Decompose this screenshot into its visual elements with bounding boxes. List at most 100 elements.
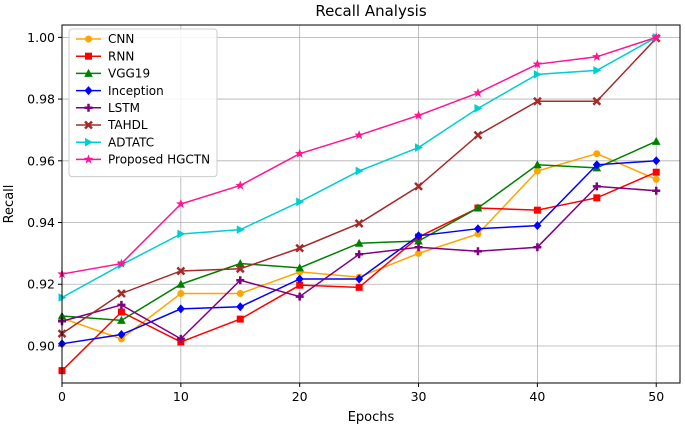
x-tick-label: 20 — [292, 389, 308, 404]
data-point-cnn — [652, 175, 660, 183]
data-point-inception — [176, 304, 185, 314]
legend-label-lstm: LSTM — [108, 101, 140, 115]
data-point-tahdl — [533, 96, 542, 106]
data-point-proposed-hgctn — [354, 130, 364, 140]
data-point-adtatc — [296, 197, 305, 207]
legend-label-vgg19: VGG19 — [108, 67, 150, 81]
data-point-rnn — [533, 206, 541, 214]
data-point-vgg19 — [473, 203, 483, 212]
legend-marker-adtatc — [85, 137, 93, 147]
data-point-cnn — [474, 230, 482, 238]
data-point-lstm — [176, 334, 185, 343]
x-tick-label: 40 — [529, 389, 545, 404]
data-point-adtatc — [355, 166, 364, 176]
series-line-rnn — [61, 171, 657, 372]
data-point-lstm — [652, 186, 661, 195]
data-point-proposed-hgctn — [651, 32, 661, 42]
legend-marker-proposed-hgctn — [83, 154, 94, 164]
data-point-inception — [473, 224, 482, 234]
data-point-adtatc — [415, 143, 424, 152]
data-point-inception — [592, 160, 601, 170]
data-point-proposed-hgctn — [235, 180, 246, 190]
legend-entry-proposed-hgctn: Proposed HGCTN — [76, 153, 210, 167]
data-point-cnn — [236, 290, 244, 297]
data-point-tahdl — [414, 182, 423, 191]
legend-entry-adtatc: ADTATC — [76, 135, 154, 149]
chart-title: Recall Analysis — [315, 2, 427, 20]
data-point-tahdl — [117, 289, 126, 298]
data-point-lstm — [236, 276, 245, 285]
legend-marker-inception — [84, 86, 93, 96]
legend-entry-inception: Inception — [76, 84, 164, 98]
data-point-vgg19 — [117, 315, 126, 324]
legend-entry-vgg19: VGG19 — [76, 67, 150, 81]
data-point-proposed-hgctn — [413, 110, 424, 120]
y-tick-label: 0.94 — [27, 215, 55, 230]
legend-label-adtatc: ADTATC — [108, 135, 154, 149]
data-point-rnn — [652, 168, 660, 176]
data-point-adtatc — [177, 229, 186, 239]
legend-box — [68, 28, 218, 178]
data-point-adtatc — [236, 225, 245, 234]
series-rnn — [58, 168, 660, 375]
data-point-lstm — [295, 292, 304, 301]
data-point-inception — [652, 156, 661, 166]
data-point-lstm — [473, 247, 482, 256]
x-tick-label: 10 — [173, 389, 189, 404]
data-point-adtatc — [533, 70, 542, 79]
data-point-cnn — [177, 290, 185, 297]
data-point-adtatc — [593, 66, 602, 75]
data-point-vgg19 — [295, 263, 304, 272]
legend-entry-rnn: RNN — [76, 49, 134, 63]
data-point-lstm — [592, 182, 601, 191]
legend-label-proposed-hgctn: Proposed HGCTN — [108, 153, 210, 167]
x-axis-label: Epochs — [348, 410, 395, 425]
data-point-cnn — [415, 249, 423, 257]
data-point-inception — [117, 330, 126, 340]
data-point-inception — [236, 302, 245, 312]
data-point-tahdl — [235, 264, 245, 274]
legend-label-cnn: CNN — [108, 32, 134, 46]
plot-frame — [61, 24, 681, 384]
data-point-inception — [414, 231, 423, 241]
data-point-vgg19 — [651, 136, 661, 145]
data-point-tahdl — [473, 130, 483, 140]
data-point-rnn — [117, 308, 125, 316]
data-point-rnn — [236, 315, 244, 323]
data-point-proposed-hgctn — [176, 199, 186, 209]
legend-entry-tahdl: TAHDL — [76, 118, 148, 132]
data-point-proposed-hgctn — [592, 51, 602, 61]
legend-label-tahdl: TAHDL — [107, 118, 148, 132]
data-point-proposed-hgctn — [532, 59, 543, 69]
data-point-cnn — [533, 167, 541, 175]
data-point-inception — [355, 274, 364, 284]
data-point-rnn — [296, 281, 304, 289]
data-point-inception — [295, 274, 304, 284]
data-point-proposed-hgctn — [473, 87, 483, 97]
y-tick-label: 0.96 — [27, 153, 55, 168]
data-point-vgg19 — [354, 238, 364, 247]
y-tick-label: 1.00 — [27, 30, 55, 45]
data-point-adtatc — [474, 104, 483, 113]
data-point-tahdl — [592, 96, 602, 106]
axis-ticks: 0 10 20 30 40 50 0.90 0.92 0.94 0.96 0.98 1.00 — [27, 30, 664, 404]
legend-marker-lstm — [84, 103, 93, 112]
data-point-rnn — [355, 283, 363, 291]
data-point-vgg19 — [533, 160, 542, 169]
data-point-tahdl — [354, 219, 364, 228]
data-point-rnn — [593, 194, 601, 202]
y-tick-label: 0.90 — [27, 338, 55, 353]
data-point-tahdl — [295, 243, 305, 253]
legend-entry-lstm: LSTM — [76, 101, 140, 115]
data-point-lstm — [533, 243, 542, 252]
data-point-lstm — [414, 243, 423, 252]
data-point-proposed-hgctn — [116, 258, 127, 268]
y-tick-label: 0.98 — [27, 92, 55, 107]
legend-marker-vgg19 — [84, 68, 93, 77]
data-point-proposed-hgctn — [294, 148, 305, 158]
legend-entry-cnn: CNN — [76, 32, 134, 46]
legend-label-inception: Inception — [108, 84, 164, 98]
series-inception — [58, 156, 661, 349]
data-point-inception — [533, 221, 542, 231]
x-tick-label: 0 — [58, 389, 66, 404]
